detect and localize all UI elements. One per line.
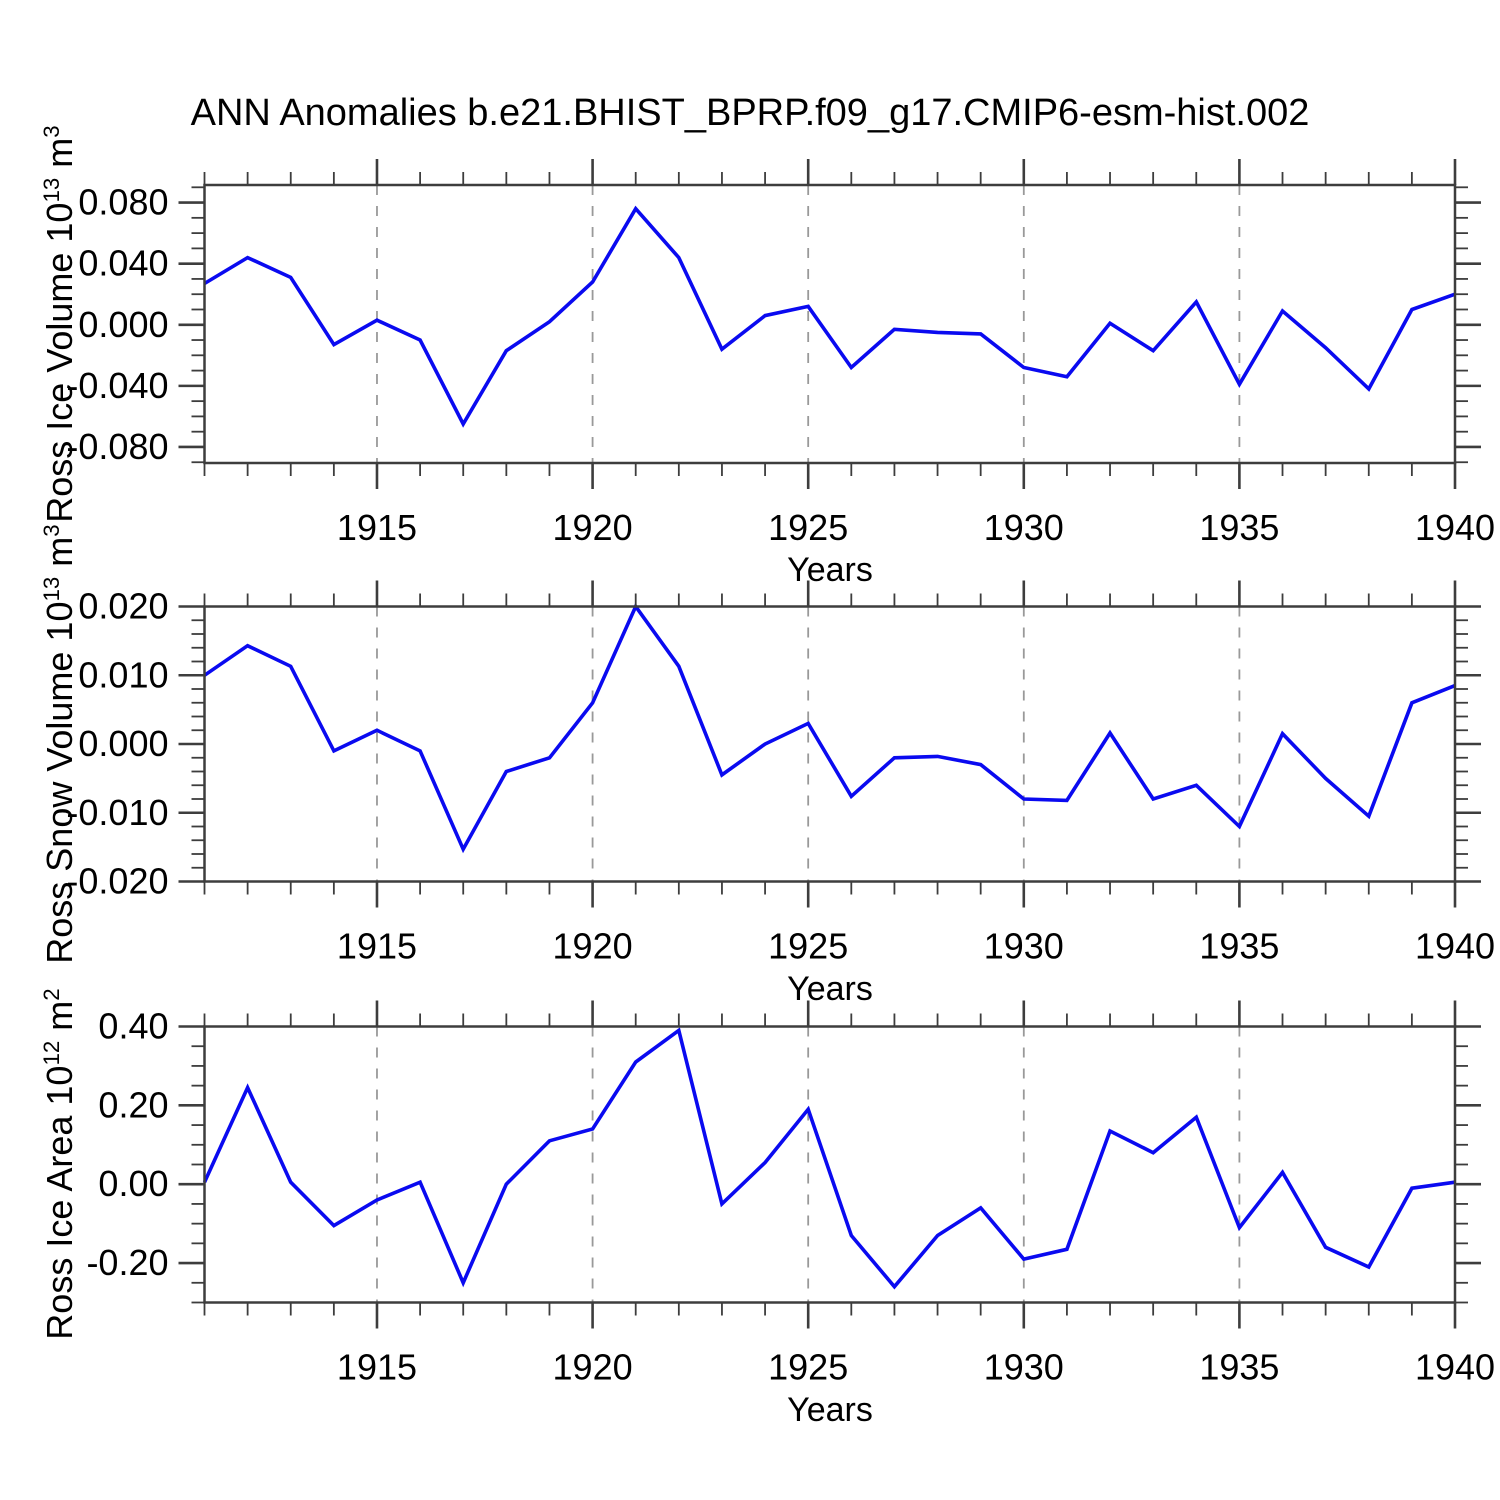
- plot-border: [203, 605, 1457, 883]
- y-tick-label: -0.020: [66, 861, 168, 902]
- y-title-text: Ross Snow Volume 10: [39, 601, 80, 964]
- x-tick-label: 1920: [553, 926, 633, 967]
- x-axis-title-years-panel1: Years: [787, 551, 873, 589]
- x-tick-label: 1925: [768, 926, 848, 967]
- chart-title: ANN Anomalies b.e21.BHIST_BPRP.f09_g17.C…: [190, 92, 1310, 134]
- y-axis-title-snow-volume: Ross Snow Volume 1013 m3: [28, 514, 80, 974]
- y-title-unit-exponent: 2: [39, 988, 64, 1001]
- x-tick-label: 1925: [768, 1347, 848, 1388]
- y-title-exponent: 12: [39, 1040, 64, 1066]
- x-tick-label: 1920: [553, 507, 633, 548]
- plot-border: [203, 1025, 1457, 1304]
- y-axis-title-ice-area: Ross Ice Area 1012 m2: [28, 934, 80, 1394]
- y-tick-label: -0.040: [66, 365, 168, 406]
- y-tick-label: -0.010: [66, 792, 168, 833]
- x-tick-label: 1935: [1199, 1347, 1279, 1388]
- x-axis-title-years-panel2: Years: [787, 970, 873, 1008]
- x-tick-label: 1935: [1199, 507, 1279, 548]
- data-line-ross-ice-volume: [203, 205, 1456, 428]
- y-tick-label: 0.010: [78, 654, 168, 695]
- y-title-text: Ross Ice Volume 10: [39, 202, 80, 523]
- axis-ticks: [178, 580, 1481, 908]
- panel-1: 0.080 0.040 0.000 -0.040 -0.080 1915 1920 1925 1…: [66, 159, 1495, 548]
- y-tick-label: -0.20: [86, 1242, 168, 1283]
- x-axis-title-years-panel3: Years: [787, 1391, 873, 1429]
- y-title-unit: m: [39, 1000, 80, 1041]
- y-tick-label: 0.00: [98, 1163, 168, 1204]
- x-tick-label: 1915: [337, 507, 417, 548]
- y-title-unit-exponent: 3: [39, 524, 64, 537]
- y-title-unit: m: [39, 137, 80, 178]
- panel-3: 0.40 0.20 0.00 -0.20 1915 1920 1925 1930 1935 194…: [86, 1000, 1495, 1388]
- x-tick-label: 1940: [1415, 926, 1495, 967]
- x-tick-label: 1930: [984, 507, 1064, 548]
- x-tick-label: 1930: [984, 1347, 1064, 1388]
- y-tick-label: 0.000: [78, 723, 168, 764]
- y-tick-label: 0.000: [78, 304, 168, 345]
- data-line-ross-snow-volume: [203, 602, 1456, 854]
- axis-ticks: [178, 1000, 1481, 1329]
- x-tick-label: 1935: [1199, 926, 1279, 967]
- x-tick-label: 1915: [337, 1347, 417, 1388]
- y-tick-label: 0.020: [78, 586, 168, 627]
- y-tick-label: 0.080: [78, 182, 168, 223]
- y-tick-label: 0.040: [78, 243, 168, 284]
- y-tick-label: 0.40: [98, 1006, 168, 1047]
- y-axis-title-ice-volume: Ross Ice Volume 1013 m3: [28, 94, 80, 554]
- x-tick-label: 1930: [984, 926, 1064, 967]
- axis-ticks: [178, 159, 1481, 489]
- x-tick-label: 1925: [768, 507, 848, 548]
- data-line-ross-ice-area: [202, 1027, 1456, 1290]
- x-tick-label: 1920: [553, 1347, 633, 1388]
- x-tick-label: 1915: [337, 926, 417, 967]
- y-title-unit: m: [39, 536, 80, 577]
- y-title-exponent: 13: [39, 177, 64, 203]
- y-title-unit-exponent: 3: [39, 125, 64, 138]
- x-tick-label: 1940: [1415, 507, 1495, 548]
- plot-border: [203, 183, 1457, 465]
- x-tick-label: 1940: [1415, 1347, 1495, 1388]
- y-title-exponent: 13: [39, 576, 64, 602]
- y-tick-label: -0.080: [66, 426, 168, 467]
- y-title-text: Ross Ice Area 10: [39, 1065, 80, 1340]
- y-tick-label: 0.20: [98, 1084, 168, 1125]
- panel-2: 0.020 0.010 0.000 -0.010 -0.020 1915 1920 1925 1…: [66, 580, 1495, 967]
